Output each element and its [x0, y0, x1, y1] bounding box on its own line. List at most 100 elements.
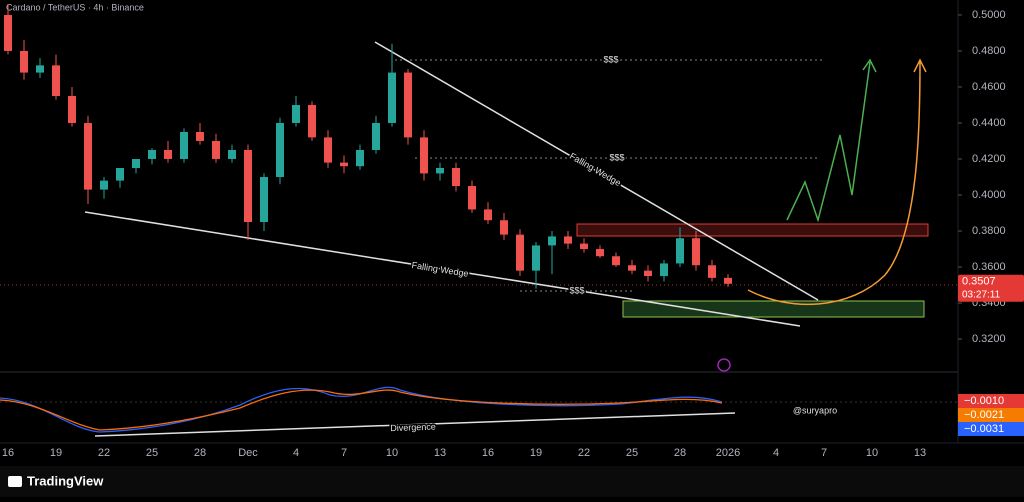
chart-title: Cardano / TetherUS · 4h · Binance — [6, 2, 144, 12]
candle-body — [276, 122, 284, 178]
divergence-line — [94, 412, 736, 437]
candle-body — [580, 243, 588, 250]
candle-body — [52, 65, 60, 96]
recovery-curve — [747, 58, 927, 305]
x-tick-label: 2026 — [716, 447, 740, 459]
x-tick-label: Dec — [238, 447, 258, 459]
x-tick-label: 28 — [674, 447, 686, 459]
candle-body — [420, 137, 428, 174]
candle-body — [644, 270, 652, 277]
candle-body — [4, 14, 12, 51]
candle-body — [516, 234, 524, 271]
x-tick-label: 28 — [194, 447, 206, 459]
x-tick-label: 10 — [866, 447, 878, 459]
candle-body — [548, 236, 556, 246]
annotation: $$$ — [569, 285, 584, 295]
x-tick-label: 4 — [773, 447, 779, 459]
support-zone — [622, 300, 925, 318]
candle-body — [484, 209, 492, 221]
annotation: Divergence — [390, 422, 436, 434]
price-tag-countdown: 03:27:11 — [962, 289, 1001, 300]
candle-body — [612, 256, 620, 266]
y-tick-label: 0.3200 — [972, 333, 1006, 345]
candle-body — [68, 95, 76, 123]
candle-body — [692, 238, 700, 266]
indicator-value: −0.0010 — [964, 395, 1004, 407]
candle-body — [500, 220, 508, 235]
candle-body — [20, 50, 28, 73]
signal-line — [0, 389, 723, 431]
candle-body — [436, 168, 444, 174]
resistance-zone — [576, 223, 929, 237]
x-tick-label: 25 — [146, 447, 158, 459]
candle-body — [116, 168, 124, 181]
candle-body — [340, 162, 348, 167]
candle-body — [196, 131, 204, 141]
candle-body — [596, 249, 604, 257]
y-tick-label: 0.4000 — [972, 189, 1006, 201]
indicator-value: −0.0021 — [964, 409, 1004, 421]
candle-body — [148, 149, 156, 160]
candle-body — [292, 104, 300, 123]
candle-body — [372, 122, 380, 150]
candle-body — [36, 65, 44, 73]
candle-body — [356, 149, 364, 167]
x-tick-label: 25 — [626, 447, 638, 459]
candle-body — [660, 263, 668, 277]
bullish-path — [786, 58, 877, 223]
x-tick-label: 4 — [293, 447, 299, 459]
candle-body — [468, 186, 476, 210]
y-tick-label: 0.3800 — [972, 225, 1006, 237]
macd-line — [0, 386, 723, 433]
candle-body — [308, 104, 316, 138]
annotation: @suryapro — [793, 405, 837, 415]
brand-name: TradingView — [27, 473, 104, 488]
indicator-tag — [958, 422, 1024, 436]
candle-body — [708, 265, 716, 278]
indicator-tag — [958, 408, 1024, 422]
wedge-line — [374, 41, 819, 301]
annotation: $$$ — [603, 54, 618, 64]
x-tick-label: 13 — [434, 447, 446, 459]
price-tag — [958, 274, 1024, 302]
annotation: $$$ — [609, 152, 624, 162]
x-tick-label: 13 — [914, 447, 926, 459]
candle-body — [228, 149, 236, 160]
price-tag-value: 0.3507 — [962, 276, 996, 288]
x-tick-label: 7 — [341, 447, 347, 459]
y-tick-label: 0.4800 — [972, 45, 1006, 57]
x-tick-label: 22 — [98, 447, 110, 459]
candle-body — [452, 168, 460, 187]
y-tick-label: 0.4200 — [972, 153, 1006, 165]
x-tick-label: 10 — [386, 447, 398, 459]
x-tick-label: 19 — [50, 447, 62, 459]
candle-body — [212, 140, 220, 160]
x-tick-label: 16 — [2, 447, 14, 459]
x-tick-label: 7 — [821, 447, 827, 459]
y-tick-label: 0.4400 — [972, 117, 1006, 129]
candle-body — [164, 149, 172, 160]
y-tick-label: 0.4600 — [972, 81, 1006, 93]
indicator-value: −0.0031 — [964, 423, 1004, 435]
brand-logo — [8, 476, 22, 487]
candle-body — [388, 72, 396, 123]
candle-body — [100, 180, 108, 190]
candle-body — [324, 137, 332, 163]
candle-body — [532, 245, 540, 271]
candle-body — [132, 159, 140, 169]
candle-body — [404, 72, 412, 138]
x-tick-label: 19 — [530, 447, 542, 459]
candle-body — [260, 177, 268, 223]
candle-body — [564, 236, 572, 244]
wedge-line — [84, 211, 801, 327]
x-tick-label: 16 — [482, 447, 494, 459]
candle-body — [244, 149, 252, 223]
indicator-tag — [958, 394, 1024, 408]
candle-body — [724, 277, 732, 284]
candle-body — [676, 238, 684, 264]
candle-body — [84, 122, 92, 190]
footer-bar — [0, 466, 1024, 497]
alert-icon — [717, 358, 731, 372]
